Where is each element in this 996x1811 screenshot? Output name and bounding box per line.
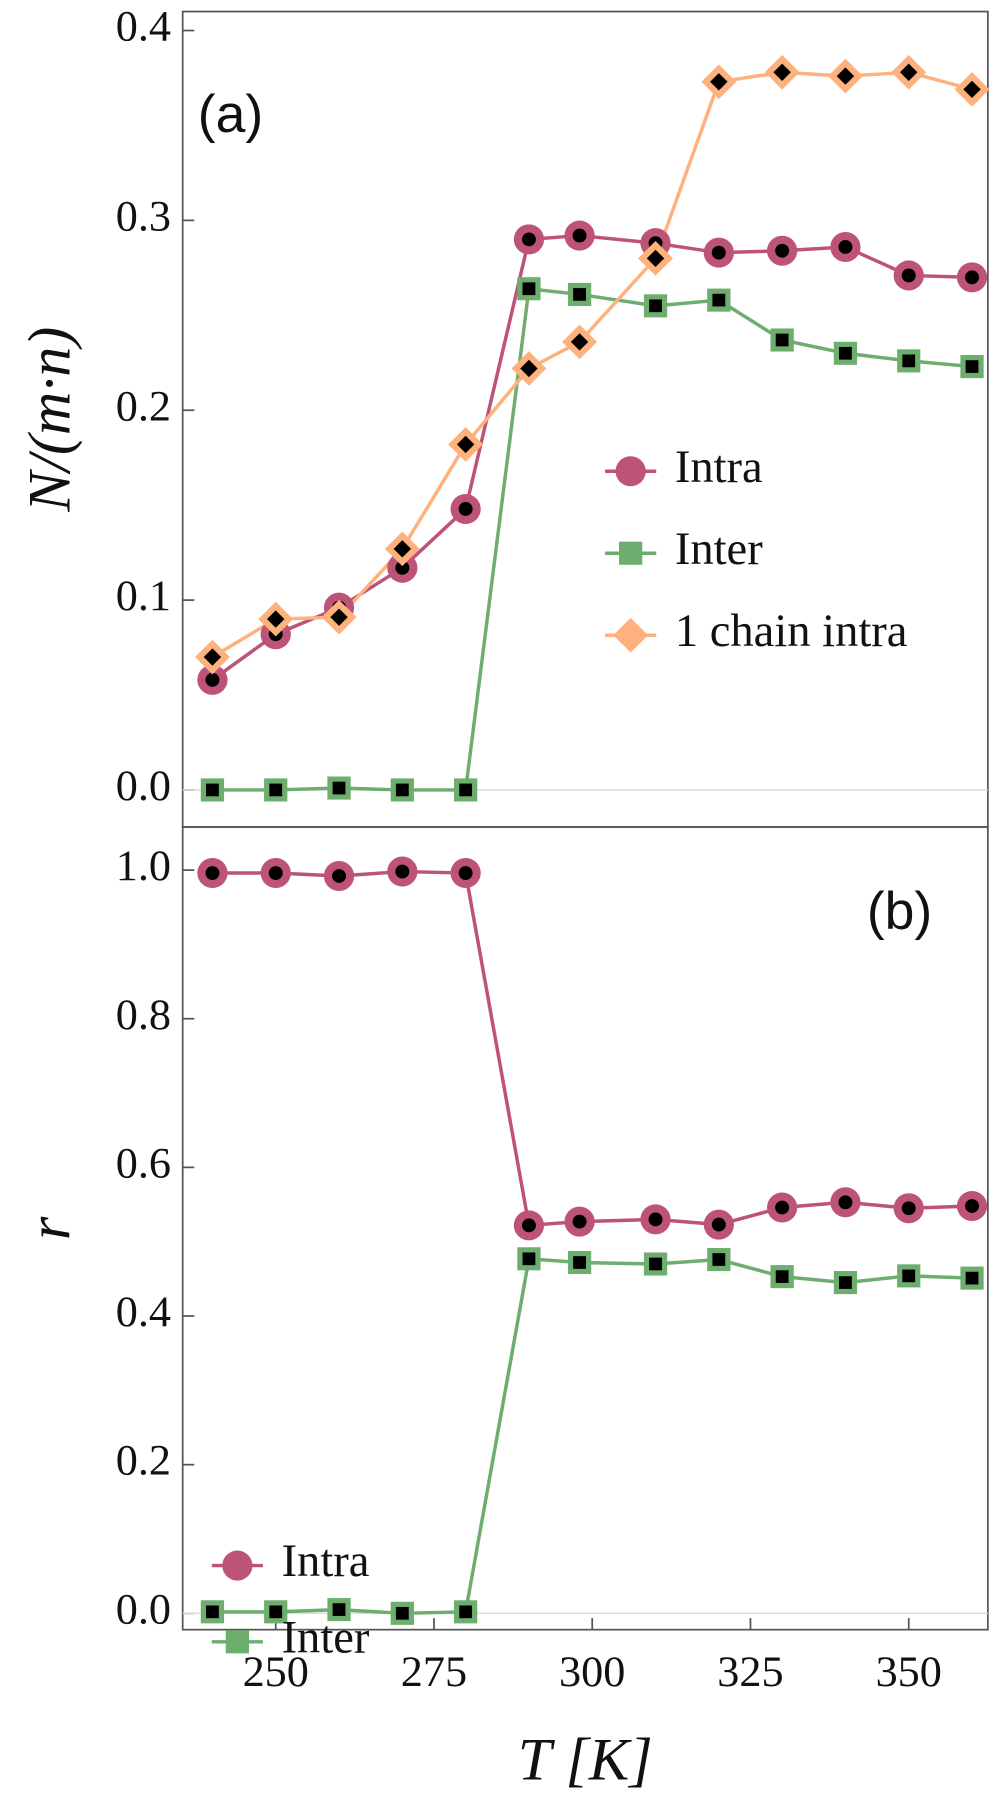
marker-dot — [839, 346, 852, 360]
marker-dot — [711, 1217, 726, 1232]
marker-dot — [522, 1252, 536, 1266]
legend-label: Inter — [282, 1613, 370, 1664]
marker-dot — [268, 866, 283, 880]
legend-label: Inter — [675, 524, 763, 575]
marker-dot — [205, 866, 220, 880]
marker-dot — [901, 268, 916, 283]
y-tick-label: 0.2 — [116, 1436, 171, 1485]
y-tick-label: 0.2 — [116, 381, 171, 430]
y-tick-label: 0.0 — [116, 761, 171, 810]
marker-dot — [573, 288, 586, 301]
marker-dot — [711, 245, 726, 260]
marker-dot — [269, 783, 283, 797]
marker-dot — [902, 354, 916, 368]
marker-dot — [395, 560, 410, 575]
marker-dot — [649, 1257, 662, 1271]
marker-dot — [775, 243, 790, 258]
marker-dot — [965, 1199, 980, 1213]
marker-dot — [965, 270, 980, 285]
marker-dot — [838, 1195, 853, 1210]
y-tick-label: 0.0 — [116, 1585, 171, 1634]
series-line — [211, 70, 973, 659]
series-line — [212, 286, 973, 792]
marker-dot — [572, 1214, 587, 1229]
marker-dot — [205, 672, 220, 687]
marker-dot — [773, 63, 791, 81]
marker-dot — [902, 1269, 916, 1283]
x-tick-label: 325 — [717, 1647, 783, 1696]
legend-marker — [613, 617, 649, 653]
marker-dot — [775, 1200, 790, 1215]
marker-dot — [712, 293, 726, 307]
panel-1: 0.0 0.2 0.4 0.6 0.8 1.0 250 275 300 325 350 Intra In… — [17, 826, 989, 1794]
marker-dot — [839, 1276, 852, 1289]
marker-dot — [712, 1253, 726, 1266]
y-tick-label: 0.6 — [116, 1139, 171, 1188]
plot-frame — [181, 826, 989, 1631]
marker-dot — [393, 540, 412, 558]
marker-dot — [838, 240, 853, 254]
marker-dot — [648, 1212, 663, 1227]
marker-dot — [330, 608, 348, 626]
x-tick-label: 350 — [876, 1647, 942, 1696]
marker-dot — [332, 781, 346, 795]
marker-dot — [775, 1270, 789, 1283]
y-tick-label: 1.0 — [116, 841, 171, 890]
legend-label: Intra — [282, 1536, 370, 1587]
y-axis-label: N/(m·n) — [17, 327, 84, 513]
legend-label: 1 chain intra — [675, 606, 908, 657]
marker-dot — [395, 783, 409, 797]
marker-dot — [710, 73, 728, 91]
legend-marker — [222, 1550, 253, 1581]
panel-0: 0.0 0.1 0.2 0.3 0.4 Intra Inter 1 chain intra (a… — [17, 2, 990, 828]
marker-dot — [458, 866, 473, 880]
marker-dot — [332, 1603, 346, 1616]
marker-dot — [456, 435, 475, 454]
marker-dot — [459, 1605, 473, 1619]
marker-dot — [395, 864, 410, 879]
marker-dot — [459, 783, 473, 797]
marker-dot — [570, 333, 589, 351]
x-axis-label: T [K] — [518, 1727, 653, 1794]
marker-dot — [649, 299, 662, 313]
y-tick-label: 0.1 — [116, 571, 171, 620]
legend-marker — [619, 541, 643, 565]
y-tick-label: 0.3 — [116, 192, 171, 241]
marker-dot — [269, 1605, 283, 1619]
x-tick-label: 300 — [559, 1647, 625, 1696]
marker-dot — [206, 783, 219, 797]
marker-dot — [965, 360, 979, 373]
marker-dot — [775, 333, 789, 347]
x-tick-label: 275 — [401, 1647, 467, 1696]
marker-dot — [573, 1256, 586, 1269]
y-tick-label: 0.4 — [116, 1287, 171, 1336]
y-tick-label: 0.8 — [116, 990, 171, 1039]
marker-dot — [572, 228, 587, 243]
marker-dot — [901, 1201, 916, 1216]
marker-dot — [963, 80, 981, 99]
marker-dot — [203, 648, 222, 666]
marker-dot — [206, 1605, 219, 1619]
marker-dot — [395, 1606, 409, 1620]
marker-dot — [458, 502, 473, 516]
panel-label: (b) — [867, 882, 932, 941]
marker-dot — [521, 1218, 536, 1233]
legend-marker — [225, 1630, 249, 1654]
legend-marker — [615, 456, 646, 487]
series-line — [212, 869, 973, 1228]
marker-dot — [522, 282, 536, 296]
marker-dot — [521, 232, 536, 247]
marker-dot — [965, 1271, 979, 1285]
plot-frame — [181, 10, 989, 828]
y-axis-label: r — [17, 1216, 84, 1240]
y-tick-label: 0.4 — [116, 2, 171, 51]
marker-dot — [900, 63, 918, 81]
panel-label: (a) — [198, 85, 263, 144]
marker-dot — [332, 869, 347, 883]
x-tick-label: 250 — [243, 1647, 309, 1696]
legend-label: Intra — [675, 442, 763, 493]
